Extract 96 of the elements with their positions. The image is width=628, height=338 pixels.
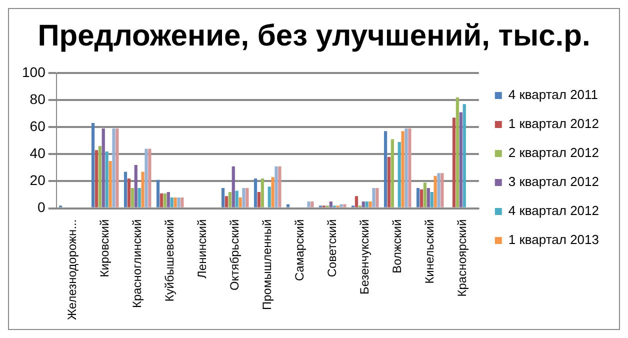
- bar: [384, 131, 388, 208]
- x-tick-label: Красноярский: [454, 219, 469, 297]
- bar: [362, 202, 365, 208]
- bar: [329, 202, 332, 208]
- x-tick-label: Кировский: [97, 219, 112, 278]
- bar: [387, 156, 391, 208]
- bar: [430, 192, 434, 208]
- bar: [232, 166, 235, 208]
- bar: [242, 188, 246, 208]
- y-tick-label: 20: [30, 172, 46, 188]
- y-tick-label: 80: [30, 90, 46, 107]
- bar: [278, 166, 282, 208]
- bar: [365, 202, 368, 208]
- legend-label: 1 квартал 2012: [508, 116, 600, 132]
- y-tick-label: 60: [30, 118, 46, 134]
- bar: [271, 177, 274, 208]
- bar: [343, 204, 346, 208]
- bar: [221, 188, 225, 208]
- bar: [368, 202, 372, 208]
- bar: [452, 118, 456, 208]
- bar: [177, 197, 180, 208]
- bar: [130, 188, 134, 208]
- bar: [254, 178, 258, 208]
- bar: [398, 142, 401, 208]
- bar: [156, 180, 160, 208]
- bar: [166, 192, 170, 208]
- bar: [434, 176, 437, 208]
- bar: [138, 188, 141, 208]
- bar: [437, 173, 440, 208]
- x-tick-label: Самарский: [292, 219, 306, 282]
- bar: [420, 189, 424, 208]
- bar: [160, 193, 164, 208]
- bar: [268, 186, 271, 208]
- legend-label: 4 квартал 2011: [508, 87, 598, 102]
- bar: [456, 97, 460, 208]
- bar: [274, 166, 278, 208]
- bar: [148, 148, 152, 208]
- bar: [372, 188, 376, 208]
- x-tick-label: Куйбышевский: [162, 219, 176, 302]
- bar: [180, 197, 184, 208]
- bar: [260, 178, 264, 208]
- bar: [354, 196, 358, 208]
- bar: [390, 139, 394, 208]
- bar: [102, 128, 105, 208]
- bar: [238, 197, 242, 208]
- bar: [257, 192, 261, 208]
- bar: [170, 197, 174, 208]
- x-tick-label: Железнодорожн...: [64, 219, 79, 320]
- bar: [91, 123, 95, 208]
- bar: [124, 172, 128, 208]
- bar: [174, 197, 177, 208]
- bar: [235, 190, 238, 208]
- bar: [127, 178, 131, 208]
- legend-label: 4 квартал 2012: [508, 203, 600, 218]
- x-tick-label: Волжский: [390, 219, 404, 274]
- bar: [408, 128, 412, 208]
- bar: [224, 196, 228, 208]
- y-tick-label: 0: [38, 199, 46, 216]
- x-tick-label: Ленинский: [194, 219, 209, 278]
- legend-label: 2 квартал 2012: [508, 145, 600, 160]
- bar: [94, 150, 98, 208]
- x-tick-label: Безенчукский: [357, 219, 372, 295]
- bar: [108, 160, 112, 208]
- bar: [307, 202, 310, 208]
- bar: [462, 104, 466, 208]
- bar: [340, 204, 343, 208]
- bar: [163, 193, 166, 208]
- bar: [426, 188, 430, 208]
- x-tick-label: Красноглинский: [130, 219, 144, 308]
- y-tick-label: 40: [30, 145, 46, 162]
- bar: [246, 188, 249, 208]
- bar: [376, 188, 379, 208]
- x-tick-label: Октябрьский: [227, 219, 242, 290]
- legend-label: 1 квартал 2013: [508, 232, 600, 248]
- legend-label: 3 квартал 2012: [508, 174, 600, 190]
- bar: [416, 188, 420, 208]
- bar: [459, 112, 462, 208]
- bar: [105, 151, 108, 208]
- x-tick-label: Советский: [324, 219, 339, 278]
- bar: [440, 173, 444, 208]
- y-tick-label: 100: [22, 64, 46, 80]
- x-tick-label: Кинельский: [422, 219, 436, 284]
- bar: [404, 128, 408, 208]
- bar: [401, 131, 404, 208]
- bar: [112, 128, 116, 208]
- bar: [134, 165, 138, 208]
- bar: [98, 146, 102, 208]
- bar: [144, 148, 148, 208]
- bar: [286, 204, 290, 208]
- x-tick-label: Промышленный: [260, 219, 274, 310]
- bar: [116, 128, 119, 208]
- bar: [423, 182, 427, 208]
- bar: [141, 172, 144, 208]
- bar: [310, 202, 314, 208]
- bar: [228, 192, 232, 208]
- chart-title: Предложение, без улучшений, тыс.р.: [38, 19, 590, 52]
